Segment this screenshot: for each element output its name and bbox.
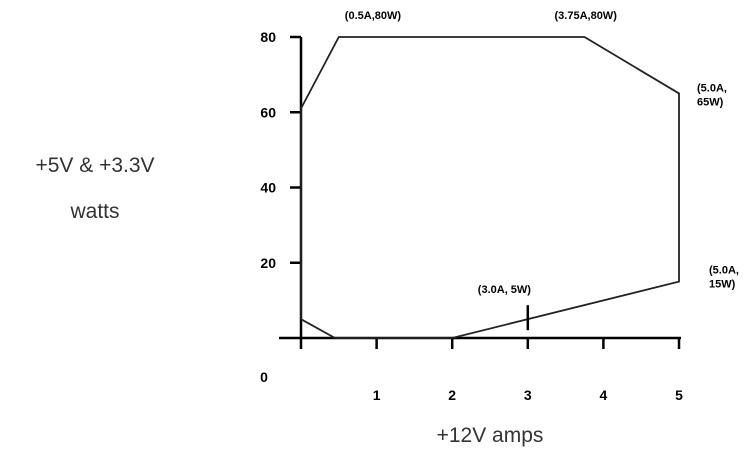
- annotation-label-line: 65W): [697, 96, 724, 108]
- x-tick-label: 1: [373, 387, 381, 403]
- envelope-line: [300, 36, 680, 339]
- y-tick-label: 80: [260, 29, 276, 45]
- y-axis-label-line-2: watts: [69, 200, 119, 223]
- y-tick-label: 40: [260, 180, 276, 196]
- x-tick-label: 3: [524, 387, 532, 403]
- annotation-label: (3.0A, 5W): [478, 284, 532, 296]
- annotation-label: (3.75A,80W): [555, 10, 618, 22]
- annotation-label-line: 15W): [709, 279, 736, 291]
- x-tick-label: 4: [600, 387, 608, 403]
- annotation-label-line: (5.0A,: [697, 82, 727, 94]
- x-axis-label: +12V amps: [437, 424, 544, 447]
- y-tick-label: 60: [260, 104, 276, 120]
- origin-label: 0: [260, 369, 268, 385]
- y-axis-label-line-1: +5V & +3.3V: [35, 154, 154, 177]
- annotation-label-line: (3.0A, 5W): [478, 284, 532, 296]
- annotation-label: (0.5A,80W): [345, 10, 402, 22]
- annotation-label: (5.0A, 65W): [697, 82, 727, 108]
- annotation-label-line: (5.0A,: [709, 265, 739, 277]
- annotation-label: (5.0A, 15W): [709, 265, 739, 291]
- y-tick-label: 20: [260, 255, 276, 271]
- annotation-label-line: (3.75A,80W): [555, 10, 618, 22]
- x-tick-label: 5: [675, 387, 683, 403]
- annotation-label-line: (0.5A,80W): [345, 10, 402, 22]
- x-tick-label: 2: [448, 387, 456, 403]
